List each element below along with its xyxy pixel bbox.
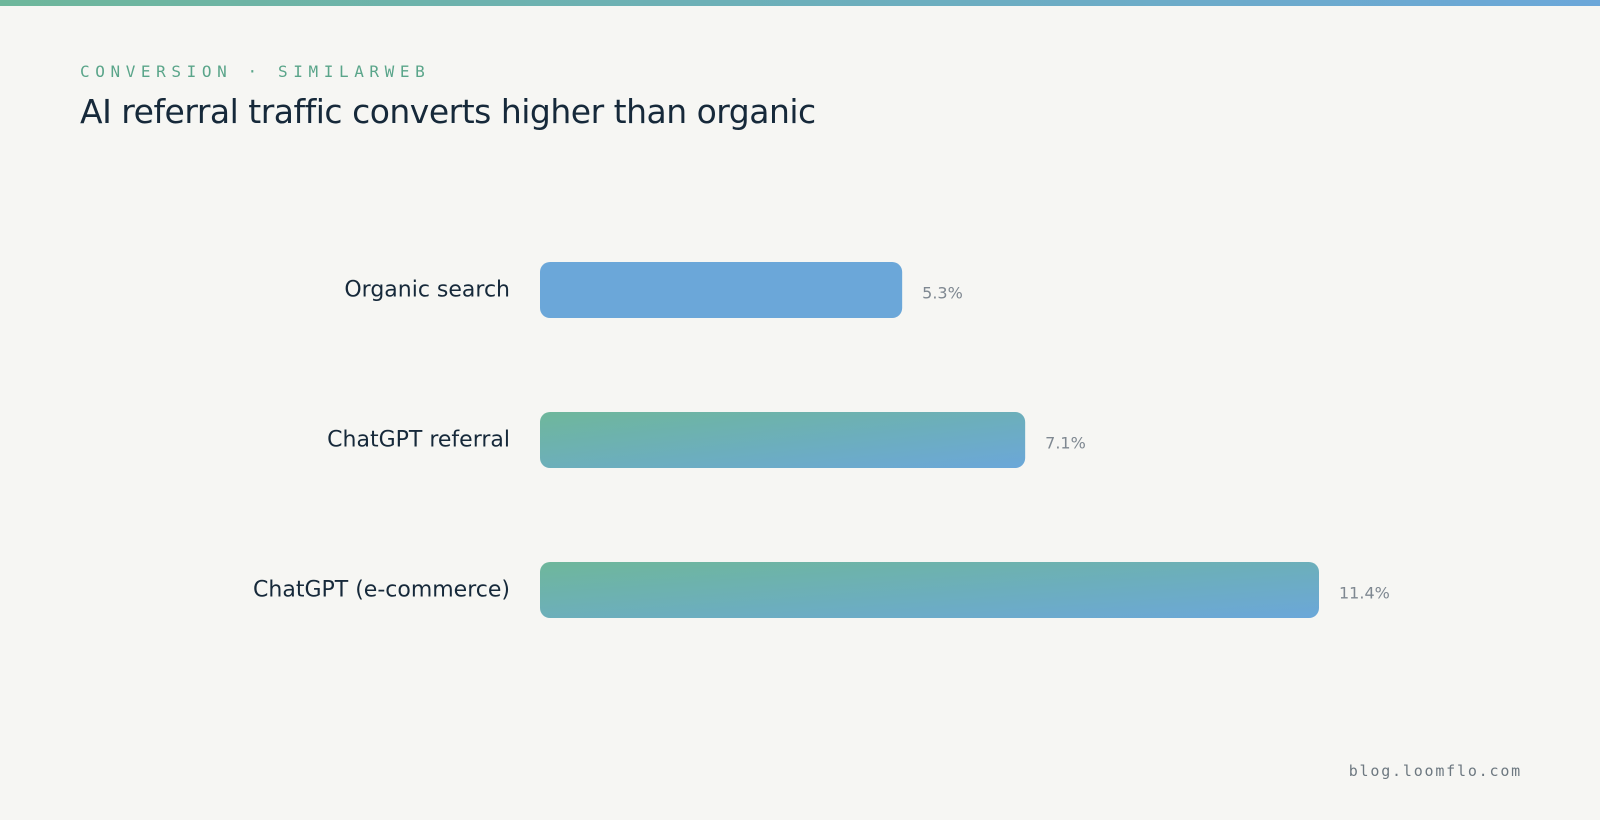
- category-label: ChatGPT (e-commerce): [253, 578, 510, 603]
- footer-url: blog.loomflo.com: [1348, 762, 1522, 780]
- bar: [540, 262, 903, 318]
- bar: [540, 412, 1026, 468]
- chart-title: AI referral traffic converts higher than…: [80, 92, 816, 131]
- bar: [540, 562, 1319, 618]
- top-accent-bar: [0, 0, 1600, 6]
- bars-group: Organic search 5.3% ChatGPT referral 7.1% Ch…: [253, 262, 1390, 618]
- value-label: 7.1%: [1045, 434, 1086, 453]
- category-label: Organic search: [344, 278, 510, 303]
- value-label: 5.3%: [922, 284, 963, 303]
- eyebrow-label: CONVERSION · SIMILARWEB: [80, 62, 431, 81]
- category-label: ChatGPT referral: [327, 428, 510, 453]
- value-label: 11.4%: [1339, 584, 1390, 603]
